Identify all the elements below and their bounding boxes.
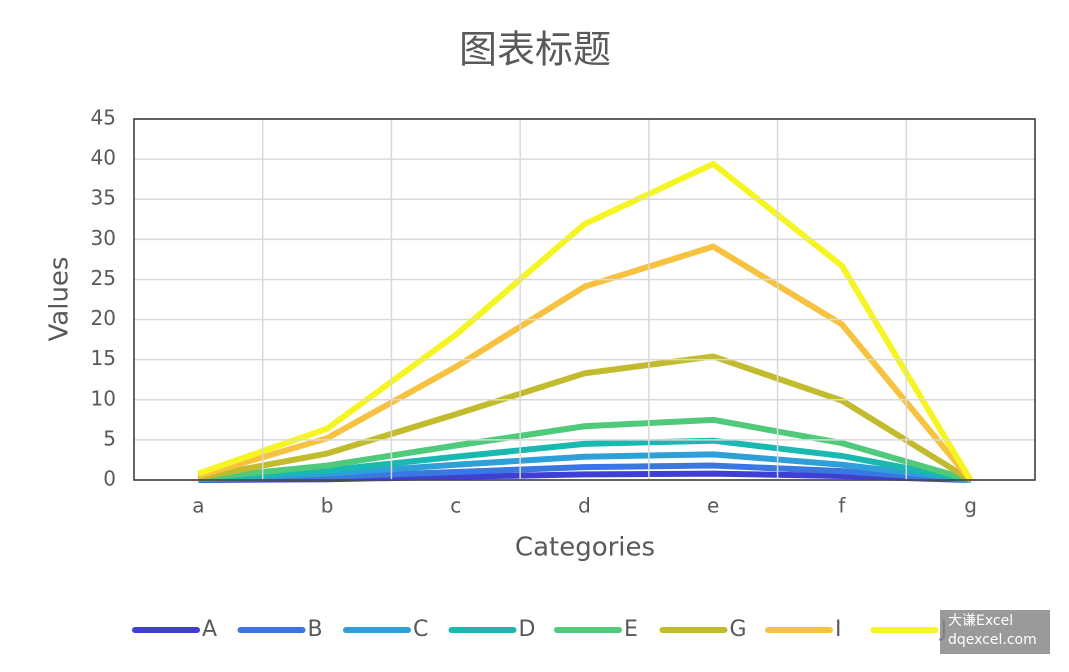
x-tick-label: b: [321, 494, 334, 518]
x-tick-label: a: [192, 494, 204, 518]
y-tick-label: 10: [91, 386, 116, 410]
y-axis-title: Values: [45, 257, 75, 342]
x-axis-title: Categories: [515, 533, 655, 563]
x-tick-label: g: [964, 494, 977, 518]
watermark: 大谦Excel: [948, 613, 1013, 629]
legend-label: D: [519, 617, 536, 642]
plot-border: [133, 118, 1036, 481]
line-series: [197, 160, 974, 482]
x-tick-label: e: [707, 494, 719, 518]
legend-label: B: [308, 617, 323, 642]
x-tick-label: d: [578, 494, 591, 518]
y-tick-label: 0: [103, 467, 116, 491]
line-series: [198, 416, 972, 483]
line-series: [198, 462, 971, 483]
y-tick-label: 35: [91, 186, 116, 210]
watermark: dqexcel.com: [948, 632, 1037, 648]
y-tick-label: 30: [91, 226, 116, 250]
line-series: [197, 243, 973, 482]
chart-title: 图表标题: [459, 28, 611, 72]
watermark-box: [940, 610, 1050, 654]
y-tick-label: 40: [91, 146, 116, 170]
x-tick-label: f: [838, 494, 846, 518]
x-tick-label: c: [450, 494, 461, 518]
legend-label: I: [835, 617, 842, 642]
y-tick-label: 25: [91, 266, 116, 290]
legend-label: G: [730, 617, 747, 642]
line-series: [198, 451, 971, 483]
legend-label: E: [624, 617, 638, 642]
y-tick-label: 45: [91, 106, 116, 130]
line-series: [198, 437, 972, 483]
y-tick-label: 15: [91, 346, 116, 370]
legend-label: C: [413, 617, 428, 642]
line-series: [197, 353, 973, 483]
y-tick-label: 20: [91, 306, 116, 330]
legend-label: A: [202, 617, 217, 642]
y-tick-label: 5: [103, 426, 116, 450]
